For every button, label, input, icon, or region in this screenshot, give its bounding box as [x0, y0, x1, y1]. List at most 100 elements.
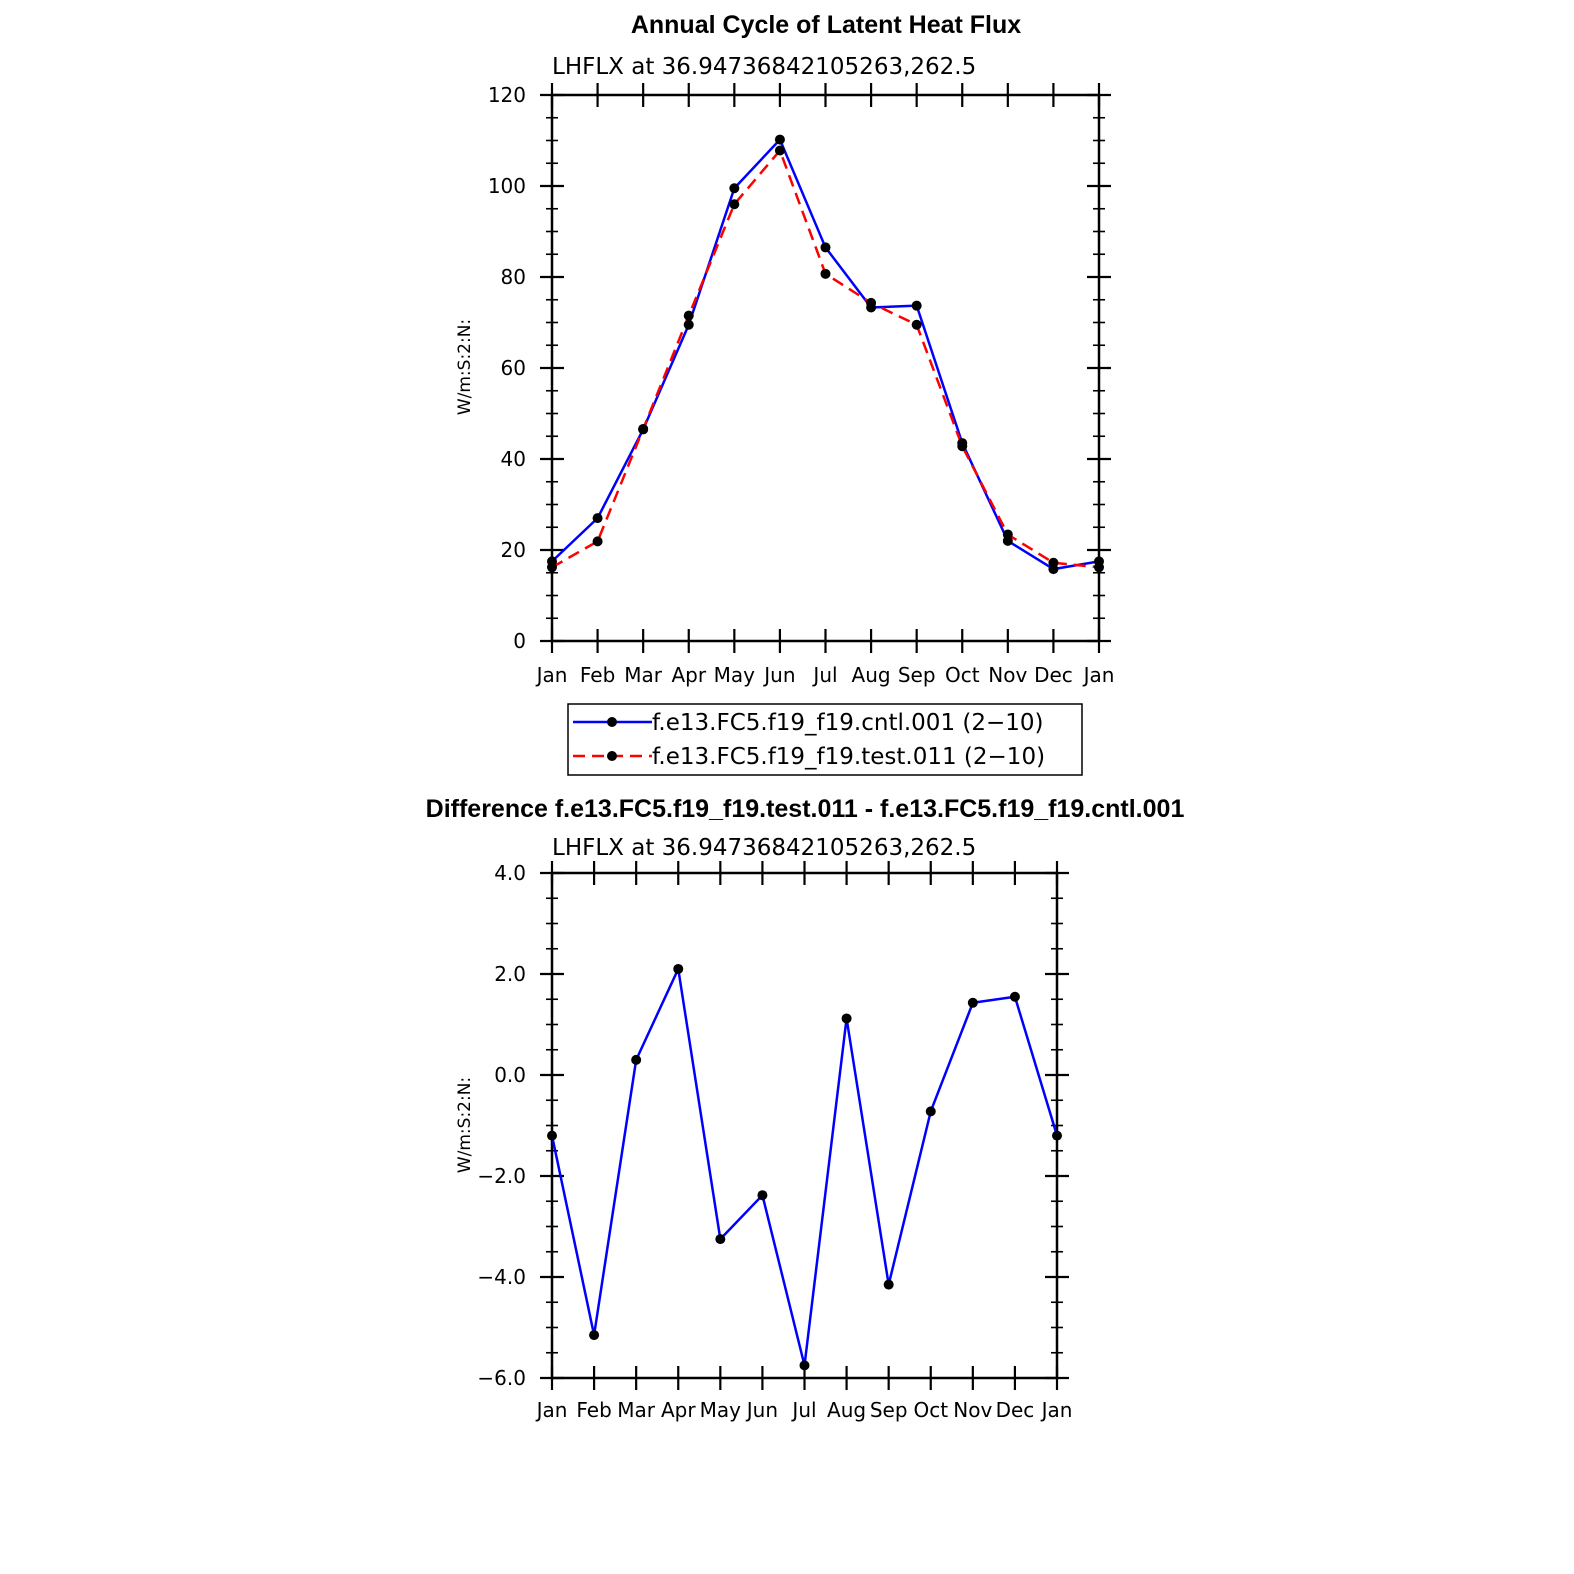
x-tick-label: Sep [870, 1398, 908, 1422]
y-tick-label: −4.0 [477, 1265, 526, 1289]
data-point [820, 242, 831, 253]
x-tick-label: Apr [671, 663, 706, 687]
data-point [774, 145, 785, 156]
chart-subtitle: LHFLX at 36.94736842105263,262.5 [552, 835, 976, 861]
x-tick-label: Jan [535, 663, 568, 687]
data-point [1094, 562, 1104, 573]
plot-border [550, 871, 1059, 1380]
y-tick-labels: 0 20 40 60 80 100 120 [488, 83, 526, 653]
legend-marker-cntl [607, 717, 617, 727]
x-tick-labels: Jan Feb Mar Apr May Jun Jul Aug Sep Oct Nov Dec Jan [535, 663, 1115, 687]
x-tick-label: Nov [953, 1398, 992, 1422]
data-point [925, 1106, 936, 1117]
x-tick-label: Jul [790, 1398, 816, 1422]
y-tick-label: 0.0 [494, 1063, 526, 1087]
x-tick-label: Jan [535, 1398, 568, 1422]
x-tick-label: Oct [945, 663, 980, 687]
legend-label-cntl: f.e13.FC5.f19_f19.cntl.001 (2−10) [652, 710, 1044, 736]
plot-frame [550, 93, 1101, 643]
legend: f.e13.FC5.f19_f19.cntl.001 (2−10) f.e13.… [567, 703, 1083, 776]
series-line-0 [551, 138, 1100, 571]
x-tick-label: May [714, 663, 756, 687]
data-point [715, 1234, 726, 1245]
y-axis-label: W/m:S:2:N: [455, 1077, 475, 1173]
data-point [820, 268, 831, 279]
x-tick-label: Oct [913, 1398, 948, 1422]
y-tick-label: 20 [501, 538, 526, 562]
y-tick-labels: −6.0 −4.0 −2.0 0.0 2.0 4.0 [477, 861, 526, 1390]
x-tick-label: Jul [811, 663, 837, 687]
data-point [911, 300, 922, 311]
x-tick-label: Aug [852, 663, 891, 687]
data-point [729, 183, 740, 194]
chart-subtitle: LHFLX at 36.94736842105263,262.5 [552, 54, 976, 80]
x-tick-label: Mar [624, 663, 663, 687]
x-tick-label: Mar [617, 1398, 656, 1422]
data-point [883, 1279, 894, 1290]
data-point [1009, 991, 1020, 1002]
data-point [967, 997, 978, 1008]
series-line-0 [550, 967, 1059, 1367]
data-point [547, 1130, 557, 1141]
y-tick-label: 60 [501, 356, 526, 380]
series-group [547, 963, 1062, 1371]
legend-label-test: f.e13.FC5.f19_f19.test.011 (2−10) [652, 744, 1045, 770]
data-point [799, 1360, 810, 1371]
data-point [866, 297, 877, 308]
series-group [547, 134, 1104, 575]
y-tick-label: 40 [501, 447, 526, 471]
x-tick-label: Apr [661, 1398, 696, 1422]
data-point [673, 963, 684, 974]
x-tick-label: Feb [576, 1398, 611, 1422]
tick-marks [540, 861, 1069, 1390]
y-tick-label: 100 [488, 174, 526, 198]
data-point [1048, 557, 1059, 568]
data-point [757, 1190, 768, 1201]
x-tick-label: Jan [1082, 663, 1115, 687]
data-point [1002, 529, 1013, 540]
legend-box [567, 703, 1083, 776]
data-point [729, 199, 740, 210]
series-line-1 [551, 149, 1100, 569]
y-tick-label: 80 [501, 265, 526, 289]
x-tick-label: Dec [996, 1398, 1035, 1422]
data-point [592, 513, 603, 524]
data-point [683, 319, 694, 330]
x-tick-label: Dec [1034, 663, 1073, 687]
x-tick-label: May [700, 1398, 742, 1422]
x-tick-label: Feb [580, 663, 615, 687]
data-point [547, 562, 557, 573]
y-tick-label: 120 [488, 83, 526, 107]
y-tick-label: 0 [513, 629, 526, 653]
annual-cycle-panel: Annual Cycle of Latent Heat Flux LHFLX a… [455, 11, 1115, 776]
x-tick-label: Jun [745, 1398, 778, 1422]
data-point [774, 134, 785, 145]
data-point [638, 423, 649, 434]
data-point [592, 536, 603, 547]
x-tick-label: Aug [827, 1398, 866, 1422]
x-tick-label: Sep [898, 663, 936, 687]
x-tick-label: Nov [988, 663, 1027, 687]
data-point [911, 319, 922, 330]
data-point [683, 310, 694, 321]
y-tick-label: −2.0 [477, 1164, 526, 1188]
plot-frame [550, 871, 1059, 1380]
data-point [1052, 1130, 1062, 1141]
y-tick-label: 4.0 [494, 861, 526, 885]
data-point [957, 441, 968, 452]
x-tick-label: Jun [762, 663, 795, 687]
x-tick-labels: Jan Feb Mar Apr May Jun Jul Aug Sep Oct Nov Dec Jan [535, 1398, 1073, 1422]
x-tick-label: Jan [1040, 1398, 1073, 1422]
y-tick-label: 2.0 [494, 962, 526, 986]
data-point [841, 1013, 852, 1024]
legend-marker-test [607, 751, 617, 761]
data-point [589, 1330, 600, 1341]
plot-border [550, 93, 1101, 643]
chart-title: Annual Cycle of Latent Heat Flux [631, 11, 1021, 39]
y-axis-label: W/m:S:2:N: [455, 319, 475, 415]
data-point [631, 1054, 642, 1065]
difference-panel: Difference f.e13.FC5.f19_f19.test.011 - … [426, 795, 1185, 1422]
y-tick-label: −6.0 [477, 1366, 526, 1390]
tick-marks [540, 83, 1111, 653]
